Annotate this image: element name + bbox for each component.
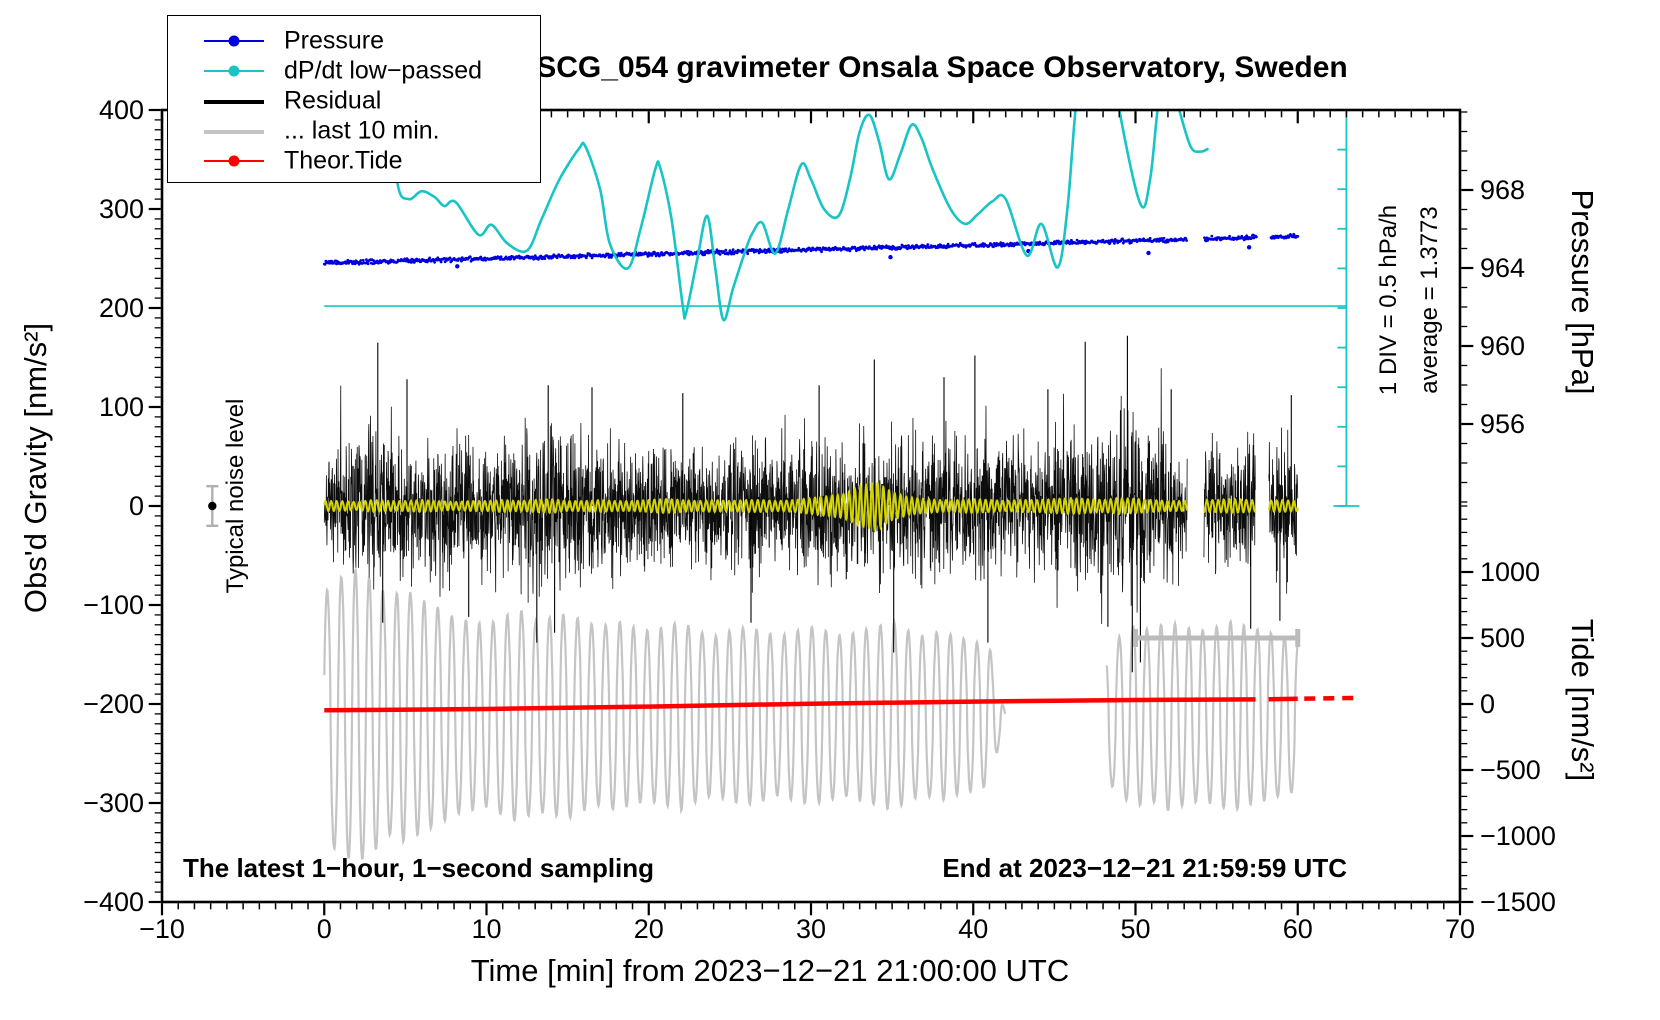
svg-text:1000: 1000: [1480, 557, 1540, 587]
svg-text:70: 70: [1445, 914, 1475, 944]
svg-text:960: 960: [1480, 331, 1525, 361]
tide-axis-label: Tide [nm/s²]: [1565, 618, 1600, 782]
svg-text:−1500: −1500: [1480, 887, 1556, 917]
svg-text:−1000: −1000: [1480, 821, 1556, 851]
legend-marker-dot: [228, 35, 240, 47]
series-residual: [323, 368, 1299, 625]
legend-item-pressure: Pressure: [168, 26, 540, 56]
svg-text:10: 10: [471, 914, 501, 944]
legend-item-last-10-min: ... last 10 min.: [168, 116, 540, 146]
axis-ticks: [148, 108, 1474, 916]
end-time-note: End at 2023−12−21 21:59:59 UTC: [942, 853, 1347, 883]
series-last10min: [323, 566, 1299, 860]
svg-text:300: 300: [99, 194, 144, 224]
svg-text:30: 30: [796, 914, 826, 944]
svg-text:200: 200: [99, 293, 144, 323]
svg-text:400: 400: [99, 95, 144, 125]
svg-text:−200: −200: [83, 689, 144, 719]
legend-item-theor-tide: Theor.Tide: [168, 146, 540, 176]
svg-text:20: 20: [634, 914, 664, 944]
last10min-range-bar: [1133, 629, 1301, 647]
series-theor-tide-end: [1268, 696, 1298, 702]
legend-item-label: dP/dt low−passed: [284, 56, 483, 85]
svg-text:−400: −400: [83, 887, 144, 917]
svg-text:964: 964: [1480, 253, 1525, 283]
legend-item-label: Theor.Tide: [284, 146, 403, 175]
svg-text:40: 40: [958, 914, 988, 944]
noise-level-marker: [206, 485, 219, 527]
svg-text:−10: −10: [139, 914, 185, 944]
legend-item-label: Pressure: [284, 26, 385, 55]
div-scale-label: 1 DIV = 0.5 hPa/h: [1375, 204, 1402, 396]
svg-text:100: 100: [99, 392, 144, 422]
time-axis-label: Time [min] from 2023−12−21 21:00:00 UTC: [470, 953, 1070, 988]
gravity-axis-label: Obs'd Gravity [nm/s²]: [18, 322, 53, 614]
series-theor-tide: [324, 697, 1256, 713]
legend-item-dp-dt-low-passed: dP/dt low−passed: [168, 56, 540, 86]
legend-marker-dot: [228, 65, 240, 77]
legend-item-residual: Residual: [168, 86, 540, 116]
svg-text:50: 50: [1120, 914, 1150, 944]
svg-text:0: 0: [1480, 689, 1495, 719]
legend-marker-dot: [228, 155, 240, 167]
svg-text:60: 60: [1283, 914, 1313, 944]
pressure-outlier-dot: [1146, 250, 1151, 256]
svg-text:968: 968: [1480, 175, 1525, 205]
pressure-outlier-dot: [888, 255, 893, 260]
plot-series-layer: [322, 110, 1357, 860]
legend-box: Pressure dP/dt low−passed Residual... last…: [167, 15, 541, 183]
svg-text:−100: −100: [83, 590, 144, 620]
average-value-label: average = 1.3773: [1416, 206, 1443, 394]
pressure-axis-label: Pressure [hPa]: [1565, 189, 1600, 395]
chart-title: SCG_054 gravimeter Onsala Space Observat…: [536, 51, 1348, 84]
series-pressure: [322, 232, 1300, 266]
svg-text:500: 500: [1480, 623, 1525, 653]
plot-frame: [160, 108, 1462, 904]
sampling-note: The latest 1−hour, 1−second sampling: [183, 853, 655, 883]
svg-text:0: 0: [129, 491, 144, 521]
legend-item-label: ... last 10 min.: [284, 116, 440, 145]
pressure-outlier-dot: [1246, 245, 1252, 250]
svg-text:−300: −300: [83, 788, 144, 818]
svg-text:956: 956: [1480, 409, 1525, 439]
noise-level-label: Typical noise level: [222, 398, 249, 594]
svg-text:−500: −500: [1480, 755, 1541, 785]
series-theor-tide-dashed: [1304, 695, 1357, 701]
series-residual-spikes: [377, 335, 1292, 673]
pressure-outlier-dot: [455, 264, 460, 269]
series-residual-lowpass: [323, 482, 1299, 534]
svg-text:0: 0: [317, 914, 332, 944]
dpdt-scale-bar: [1333, 109, 1360, 507]
axis-tick-labels: −10 0 10 20 30 40 50 60 70−400−300−200−100010020…: [83, 95, 1556, 944]
legend-item-label: Residual: [284, 86, 382, 115]
series-dpdt: [389, 110, 1210, 322]
